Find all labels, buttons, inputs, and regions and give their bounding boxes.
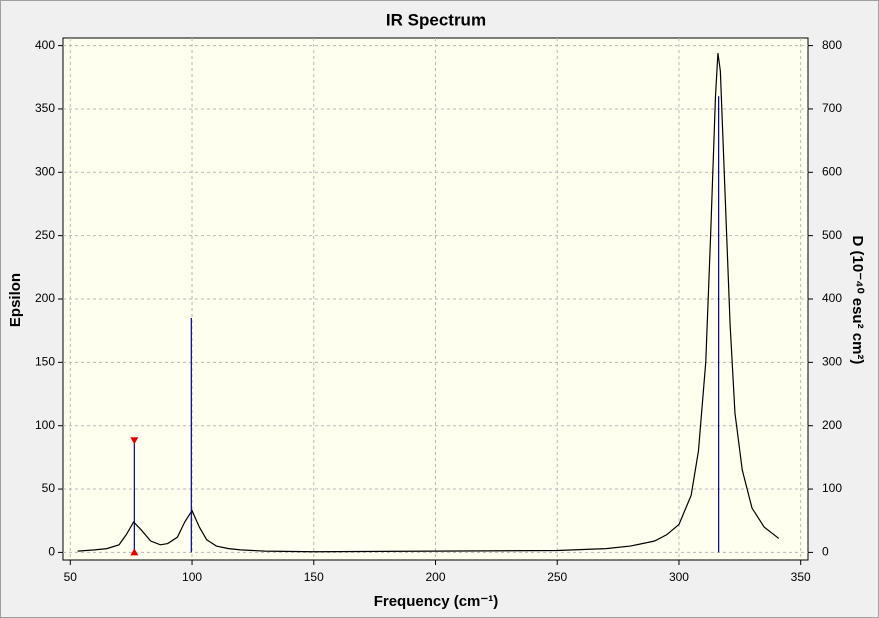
x-axis-label: Frequency (cm⁻¹) <box>374 593 499 610</box>
y2-tick-label: 200 <box>822 418 842 432</box>
x-tick-label: 100 <box>182 570 202 584</box>
y-axis-label: Epsilon <box>7 273 24 327</box>
y2-tick-label: 700 <box>822 101 842 115</box>
y2-tick-label: 800 <box>822 38 842 52</box>
chart-title: IR Spectrum <box>386 10 486 29</box>
y2-tick-label: 400 <box>822 291 842 305</box>
y-tick-label: 400 <box>35 38 55 52</box>
y2-tick-label: 600 <box>822 164 842 178</box>
x-tick-label: 150 <box>304 570 324 584</box>
y-tick-label: 0 <box>48 545 55 559</box>
y-tick-label: 150 <box>35 355 55 369</box>
x-tick-label: 300 <box>669 570 689 584</box>
y-tick-label: 350 <box>35 101 55 115</box>
spectrum-line <box>77 53 780 553</box>
y2-tick-label: 300 <box>822 355 842 369</box>
y-tick-label: 200 <box>35 291 55 305</box>
x-tick-label: 50 <box>64 570 78 584</box>
y-tick-label: 300 <box>35 164 55 178</box>
x-tick-label: 250 <box>547 570 567 584</box>
selection-marker <box>130 437 139 445</box>
y2-tick-label: 100 <box>822 481 842 495</box>
y-tick-label: 100 <box>35 418 55 432</box>
x-tick-label: 350 <box>791 570 811 584</box>
y2-tick-label: 0 <box>822 545 829 559</box>
x-tick-label: 200 <box>425 570 445 584</box>
y-tick-label: 50 <box>42 481 56 495</box>
y2-tick-label: 500 <box>822 228 842 242</box>
y2-axis-label: D (10⁻⁴⁰ esu² cm²) <box>849 236 866 365</box>
selection-marker <box>130 548 139 556</box>
y-tick-label: 250 <box>35 228 55 242</box>
